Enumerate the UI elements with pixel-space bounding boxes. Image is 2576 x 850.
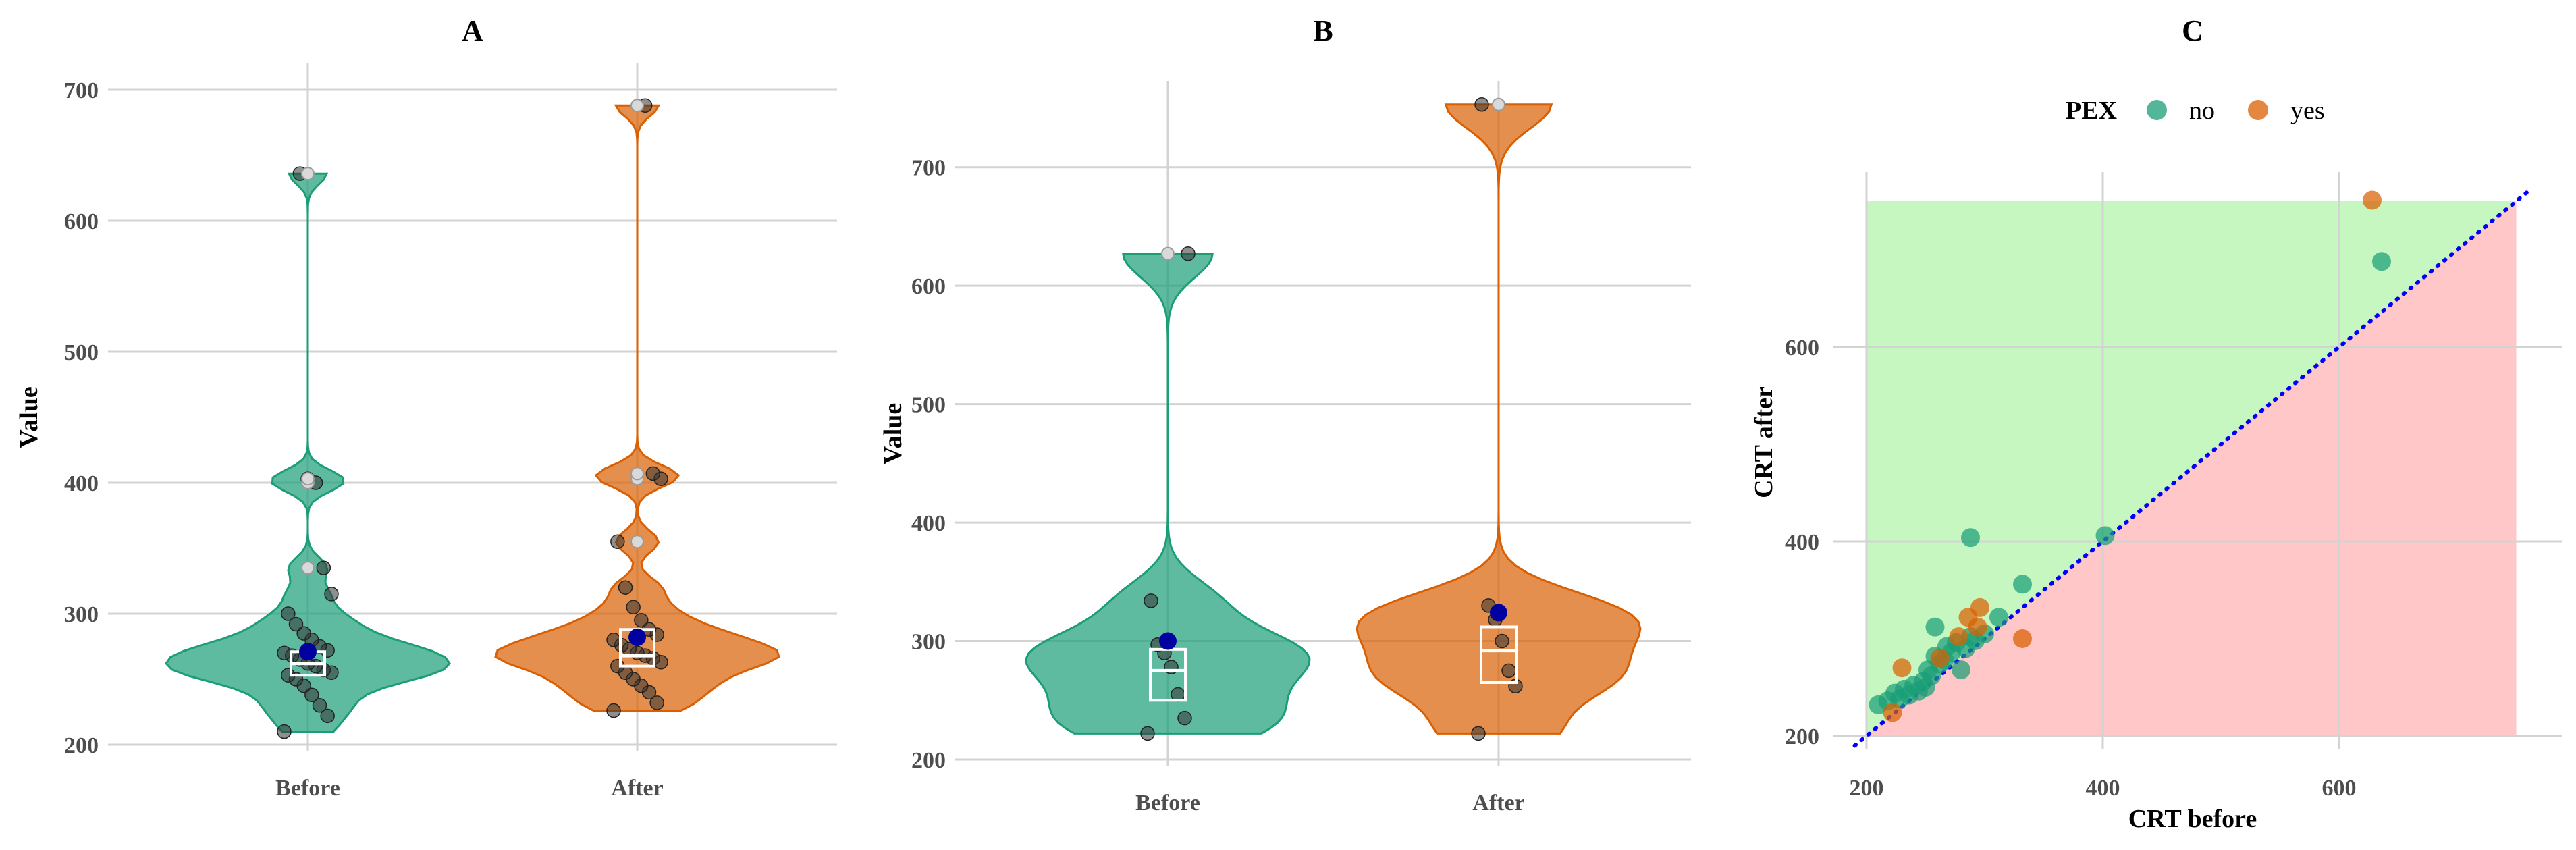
data-point [277, 724, 292, 739]
y-tick-label: 400 [1785, 530, 1819, 555]
data-point [1471, 726, 1486, 741]
mean-point [299, 643, 317, 661]
panel-b: B 200 300 400 500 600 700 Value Before After [879, 14, 1691, 816]
x-axis-label: CRT before [2128, 805, 2257, 833]
y-tick-label: 400 [911, 511, 946, 536]
y-tick-label: 500 [64, 340, 99, 365]
violin-before [1025, 253, 1311, 735]
y-tick-label: 600 [911, 274, 946, 299]
outlier-point [301, 472, 315, 486]
outlier-point [630, 99, 644, 113]
x-tick-label: 200 [1850, 776, 1884, 801]
data-point [606, 633, 621, 647]
data-point [618, 580, 633, 595]
boxplot-box [1480, 625, 1518, 684]
violin-before [165, 172, 451, 733]
scatter-point-yes [1968, 617, 1987, 637]
legend-label-no: no [2189, 97, 2215, 125]
mean-point [1159, 632, 1177, 650]
data-point [1474, 97, 1489, 112]
y-axis-label: Value [879, 403, 907, 465]
mean-point [628, 628, 646, 646]
data-point [324, 587, 339, 602]
legend-title: PEX [2066, 97, 2117, 125]
data-point [1140, 726, 1155, 741]
data-point [281, 606, 296, 621]
y-tick-label: 600 [64, 209, 99, 234]
data-point [1144, 593, 1158, 608]
x-tick-label: After [1472, 791, 1524, 816]
scatter-point-no [2095, 526, 2115, 546]
data-point [649, 695, 664, 710]
violin-after [494, 104, 780, 712]
identity-line [1852, 189, 2530, 748]
scatter-point-yes [1892, 658, 1912, 678]
data-point [288, 616, 304, 632]
data-point [606, 703, 621, 718]
scatter-point-no [1989, 608, 2008, 627]
data-point [626, 600, 641, 615]
data-point [645, 466, 661, 481]
data-point [610, 534, 625, 550]
x-tick-label: 600 [2322, 776, 2357, 801]
chart-title: C [2182, 14, 2203, 47]
y-tick-label: 200 [64, 733, 99, 758]
outlier-point [301, 167, 315, 181]
x-tick-label: 400 [2086, 776, 2120, 801]
scatter-point-yes [2013, 629, 2032, 648]
data-point [296, 626, 311, 641]
panel-a: A 200 300 400 500 600 700 Value Before After [15, 14, 837, 801]
data-point [277, 645, 292, 660]
data-point [320, 708, 335, 724]
y-axis-label: Value [15, 386, 43, 448]
y-tick-label: 300 [911, 630, 946, 655]
y-tick-label: 700 [911, 156, 946, 181]
data-point [316, 560, 331, 575]
y-tick-label: 400 [64, 471, 99, 496]
data-point [304, 687, 319, 703]
data-point [1177, 710, 1192, 726]
data-point [312, 698, 327, 713]
y-tick-label: 200 [911, 748, 946, 773]
scatter-point-yes [1930, 648, 1950, 668]
y-tick-label: 200 [1785, 724, 1819, 749]
region-below-identity [1867, 201, 2517, 736]
y-tick-label: 700 [64, 78, 99, 103]
outlier-point [630, 535, 644, 549]
chart-title: B [1313, 14, 1333, 47]
y-axis-label: CRT after [1750, 386, 1778, 498]
legend-swatch-no [2147, 100, 2167, 120]
scatter-point-no [2013, 575, 2032, 594]
y-tick-label: 500 [911, 393, 946, 418]
scatter-point-no [1952, 660, 1970, 680]
scatter-point-no [1961, 528, 1980, 548]
legend-swatch-yes [2248, 100, 2268, 120]
data-point [1501, 663, 1516, 679]
y-tick-label: 300 [64, 602, 99, 627]
x-tick-label: Before [1135, 791, 1200, 816]
scatter-point-yes [1949, 627, 1968, 647]
data-point [1495, 633, 1509, 649]
panel-c: C PEX no yes 200 400 600 200 400 600 CRT before CRT… [1750, 14, 2562, 833]
scatter-point-yes [1883, 703, 1902, 722]
outlier-point [1161, 246, 1175, 261]
outlier-point [301, 561, 315, 575]
reference-line-group [1852, 189, 2530, 748]
data-point [634, 612, 649, 628]
scatter-point-yes [1970, 597, 1989, 617]
scatter-point-no [1925, 617, 1945, 637]
data-point [1181, 246, 1196, 261]
outlier-point [630, 467, 644, 481]
x-tick-label: Before [275, 776, 340, 801]
legend-label-yes: yes [2290, 97, 2325, 125]
scatter-point-yes [2363, 190, 2382, 210]
chart-title: A [462, 14, 483, 47]
scatter-point-no [2372, 252, 2391, 271]
x-tick-label: After [611, 776, 663, 801]
y-tick-label: 600 [1785, 336, 1819, 361]
outlier-point [1492, 97, 1505, 111]
mean-point [1490, 604, 1507, 622]
